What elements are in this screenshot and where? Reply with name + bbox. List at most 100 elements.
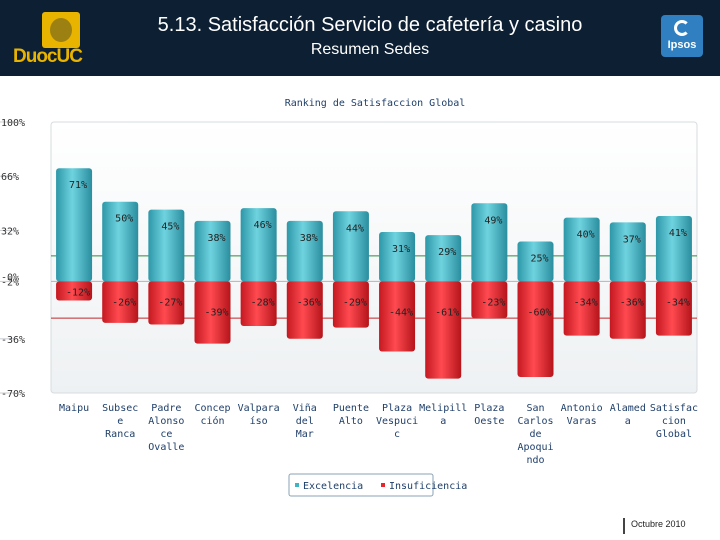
- y-tick-label: -70%: [1, 389, 25, 400]
- x-category-label: Padre: [151, 403, 181, 414]
- insuficiencia-value-label: -39%: [204, 307, 228, 318]
- excelencia-bar: [240, 208, 277, 282]
- x-category-label: Global: [656, 429, 692, 440]
- x-category-label: San: [526, 403, 544, 414]
- satisfaction-ranking-chart: Ranking de Satisfaccion Global 100% 66% 32%…: [0, 98, 698, 497]
- x-category-label: Carlos: [517, 416, 553, 427]
- excelencia-bar: [517, 241, 554, 282]
- insuficiencia-value-label: -12%: [66, 287, 90, 298]
- insuficiencia-bar: [286, 281, 323, 339]
- excelencia-bar: [286, 220, 323, 282]
- legend-label-excelencia: Excelencia: [303, 481, 363, 492]
- excelencia-bar: [194, 220, 231, 282]
- insuficiencia-value-label: -23%: [481, 297, 505, 308]
- page-subtitle: Resumen Sedes: [310, 41, 430, 58]
- footer-date: Octubre 2010: [631, 519, 686, 529]
- excelencia-bar: [655, 216, 692, 282]
- excelencia-value-label: 25%: [530, 254, 548, 265]
- y-tick-label: 100%: [1, 118, 25, 129]
- insuficiencia-value-label: -61%: [435, 307, 459, 318]
- excelencia-value-label: 44%: [346, 223, 364, 234]
- legend-label-insuficiencia: Insuficiencia: [389, 481, 467, 492]
- insuficiencia-bar: [609, 281, 646, 339]
- excelencia-value-label: 29%: [438, 247, 456, 258]
- x-category-label: c: [394, 429, 400, 440]
- x-category-label: Subsec: [102, 403, 138, 414]
- ipsos-logo: Ipsos: [661, 15, 703, 57]
- x-category-label: a: [440, 416, 446, 427]
- ipsos-logo-text: Ipsos: [667, 39, 697, 51]
- insuficiencia-value-label: -26%: [112, 297, 136, 308]
- excelencia-value-label: 71%: [69, 180, 87, 191]
- excelencia-value-label: 46%: [254, 220, 272, 231]
- legend-swatch-insuficiencia: [381, 483, 385, 487]
- duoc-logo-text: DuocUC: [13, 46, 83, 67]
- insuficiencia-bar: [517, 281, 554, 378]
- excelencia-bar: [471, 203, 508, 282]
- x-category-label: Concep: [194, 403, 230, 414]
- excelencia-bar: [56, 168, 93, 282]
- x-category-label: Plaza: [382, 403, 412, 414]
- x-category-label: Ovalle: [148, 442, 184, 453]
- insuficiencia-bar: [332, 281, 369, 328]
- excelencia-bar: [332, 211, 369, 282]
- insuficiencia-value-label: -28%: [251, 297, 275, 308]
- x-category-label: Valpara: [238, 403, 280, 414]
- x-category-label: Plaza: [474, 403, 504, 414]
- excelencia-value-label: 37%: [623, 234, 641, 245]
- insuficiencia-bar: [425, 281, 462, 379]
- excelencia-bar: [425, 235, 462, 282]
- x-category-label: Puente: [333, 403, 369, 414]
- insuficiencia-bar: [655, 281, 692, 336]
- excelencia-value-label: 41%: [669, 228, 687, 239]
- x-category-label: Vespuci: [376, 416, 418, 427]
- x-category-label: Antonio: [561, 403, 603, 414]
- insuficiencia-bar: [471, 281, 508, 319]
- x-category-label: cion: [662, 416, 686, 427]
- x-category-label: Satisfac: [650, 403, 698, 414]
- x-category-label: Alto: [339, 416, 363, 427]
- insuficiencia-bar: [240, 281, 277, 327]
- x-category-label: Viña: [293, 403, 317, 414]
- insuficiencia-value-label: -36%: [620, 297, 644, 308]
- x-category-label: Alonso: [148, 416, 184, 427]
- x-category-label: Varas: [567, 416, 597, 427]
- insuficiencia-value-label: -60%: [527, 307, 551, 318]
- insuficiencia-value-label: -44%: [389, 307, 413, 318]
- y-tick-label: 66%: [1, 172, 19, 183]
- x-category-label: Alamed: [610, 403, 646, 414]
- legend-swatch-excelencia: [295, 483, 299, 487]
- duoc-logo: DuocUC: [10, 10, 95, 67]
- chart-title: Ranking de Satisfaccion Global: [285, 98, 466, 109]
- header-bar: DuocUC 5.13. Satisfacción Servicio de ca…: [0, 0, 720, 76]
- plot-area: [50, 121, 698, 394]
- insuficiencia-bar: [194, 281, 231, 344]
- excelencia-bar: [609, 222, 646, 282]
- insuficiencia-value-label: -27%: [158, 297, 182, 308]
- excelencia-bar: [102, 201, 139, 282]
- insuficiencia-bar: [379, 281, 416, 352]
- legend-box: [288, 473, 434, 497]
- y-tick-label: -36%: [1, 335, 25, 346]
- x-category-label: íso: [250, 415, 268, 427]
- excelencia-value-label: 49%: [484, 215, 502, 226]
- excelencia-value-label: 31%: [392, 244, 410, 255]
- insuficiencia-value-label: -34%: [666, 297, 690, 308]
- x-category-label: ción: [200, 415, 224, 427]
- insuficiencia-value-label: -36%: [297, 297, 321, 308]
- excelencia-value-label: 38%: [207, 233, 225, 244]
- footer-divider: [623, 518, 625, 534]
- excelencia-bar: [379, 231, 416, 282]
- insuficiencia-bar: [56, 281, 93, 301]
- excelencia-bar: [148, 209, 185, 282]
- x-category-label: Apoqui: [517, 442, 553, 453]
- x-category-label: Melipill: [419, 403, 467, 414]
- page-title: 5.13. Satisfacción Servicio de cafetería…: [157, 14, 583, 36]
- excelencia-value-label: 38%: [300, 233, 318, 244]
- x-category-label: Maipu: [59, 403, 89, 414]
- x-category-label: Ranca: [105, 429, 135, 440]
- x-category-label: Mar: [296, 429, 314, 440]
- excelencia-bar: [563, 217, 600, 282]
- excelencia-value-label: 45%: [161, 222, 179, 233]
- insuficiencia-value-label: -34%: [574, 297, 598, 308]
